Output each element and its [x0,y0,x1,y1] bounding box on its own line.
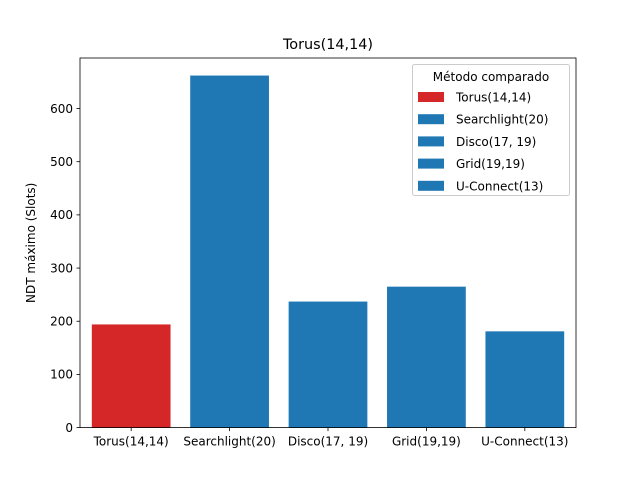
legend-swatch-3 [418,158,444,169]
bar-3 [387,286,466,428]
legend-label-3: Grid(19,19) [456,157,525,171]
legend-swatch-4 [418,180,444,191]
x-tick-label-2: Disco(17, 19) [288,435,368,449]
y-axis: 0 100 200 300 400 500 600 [50,102,80,435]
x-tick-label-3: Grid(19,19) [392,435,461,449]
x-tick-label-4: U-Connect(13) [481,435,568,449]
bar-0 [91,324,171,428]
y-tick-label-0: 0 [65,421,73,435]
x-tick-label-0: Torus(14,14) [93,435,169,449]
legend-swatch-0 [418,92,444,102]
plot-frame [79,57,577,429]
legend-label-4: U-Connect(13) [456,179,543,193]
x-axis: Torus(14,14) Searchlight(20) Disco(17, 19)… [93,427,569,449]
y-tick-label-3: 300 [50,261,73,275]
legend-box [412,64,570,196]
x-tick-label-1: Searchlight(20) [183,435,275,449]
y-tick-label-1: 100 [50,368,73,382]
legend-swatch-1 [418,114,444,125]
chart-title: Torus(14,14) [282,37,373,53]
y-axis-label: NDT máximo (Slots) [24,183,38,303]
y-tick-label-2: 200 [50,315,73,329]
y-tick-label-4: 400 [50,208,73,222]
y-tick-label-5: 500 [50,155,73,169]
bars-layer [91,75,565,428]
bar-4 [485,331,565,428]
legend-label-0: Torus(14,14) [455,91,531,105]
y-tick-label-6: 600 [50,102,73,116]
legend-title: Método comparado [433,70,549,84]
legend-label-1: Searchlight(20) [456,113,548,127]
bar-1 [190,75,269,428]
legend-swatch-2 [418,136,444,147]
legend: Método comparado Torus(14,14) Searchlight… [412,64,570,196]
legend-label-2: Disco(17, 19) [456,135,536,149]
bar-2 [288,301,368,428]
